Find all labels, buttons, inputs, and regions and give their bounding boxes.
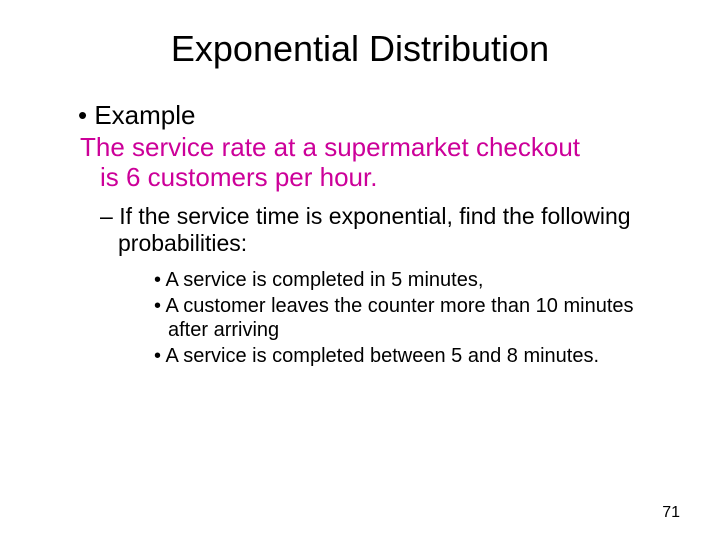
example-label: Example	[78, 100, 670, 131]
page-number: 71	[662, 504, 680, 522]
slide-title: Exponential Distribution	[50, 28, 670, 70]
list-item: A service is completed in 5 minutes,	[168, 268, 640, 292]
slide: Exponential Distribution Example The ser…	[0, 0, 720, 390]
list-item: A service is completed between 5 and 8 m…	[168, 344, 640, 368]
example-body: The service rate at a supermarket checko…	[80, 133, 660, 193]
list-item: A customer leaves the counter more than …	[168, 294, 640, 342]
body-line1: The service rate at a supermarket checko…	[80, 132, 580, 162]
sub-prompt: If the service time is exponential, find…	[118, 203, 650, 258]
body-line2: is 6 customers per hour.	[100, 163, 660, 193]
